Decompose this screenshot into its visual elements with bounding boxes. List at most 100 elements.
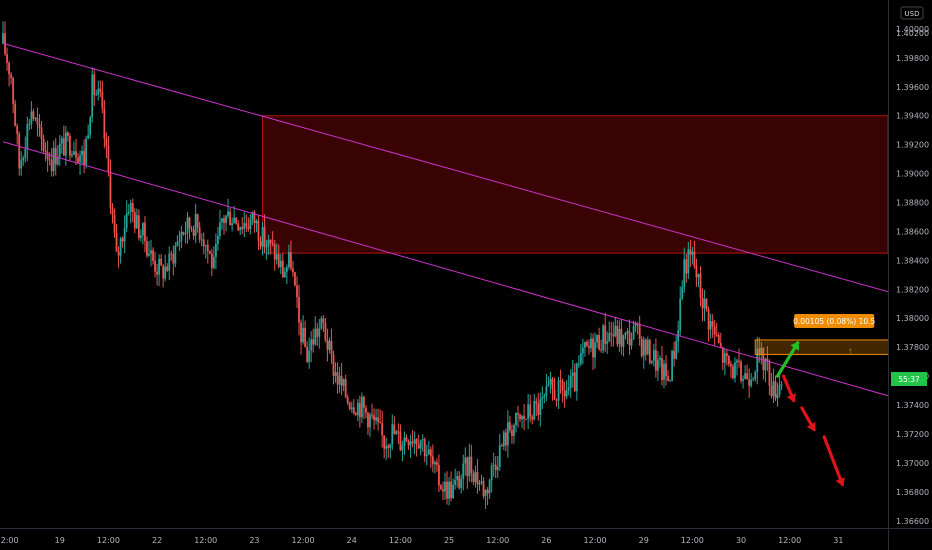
candle-body (73, 151, 75, 155)
candle-body (545, 386, 548, 396)
position-up-arrow: ↑ (848, 345, 853, 355)
currency-badge[interactable]: USD (905, 10, 920, 18)
candle-body (494, 464, 497, 470)
candle-body (350, 407, 353, 410)
candle-body (742, 378, 744, 381)
candle-body (69, 136, 71, 156)
time-tick-label: 26 (541, 536, 551, 545)
candle-body (756, 348, 759, 373)
candle-body (730, 364, 732, 367)
candle-body (210, 253, 213, 268)
candle-body (322, 318, 325, 323)
candle-body (762, 347, 765, 371)
candle-body (144, 222, 146, 242)
candle-body (87, 135, 90, 139)
candle-body (691, 251, 694, 255)
candle-body (744, 373, 746, 379)
candle-body (774, 381, 777, 399)
candle-body (559, 380, 562, 382)
candle-body (423, 439, 426, 457)
candle-body (732, 366, 734, 379)
candle-body (312, 339, 315, 345)
candle-body (206, 245, 209, 252)
candle-body (158, 258, 161, 275)
projection-arrow-4 (822, 435, 845, 487)
candle-body (38, 124, 41, 128)
candle-body (541, 397, 544, 400)
candle-body (340, 375, 343, 386)
position-label-bg (794, 313, 875, 328)
candle-body (89, 117, 92, 136)
candle-body (125, 213, 128, 228)
candle-body (713, 326, 716, 335)
candle-body (681, 287, 684, 299)
time-tick-label: 12:00 (292, 536, 315, 545)
projection-arrowhead-2 (786, 393, 797, 403)
candle-body (450, 481, 452, 499)
candle-body (32, 111, 35, 119)
candle-body (263, 226, 266, 248)
candle-body (588, 345, 590, 349)
candle-body (150, 250, 152, 254)
candle-body (119, 238, 122, 256)
candle-body (738, 360, 740, 362)
price-tick-label: 1.37200 (896, 430, 929, 439)
candle-body (482, 481, 485, 497)
candle-body (687, 249, 690, 274)
candle-body (563, 390, 566, 397)
candle-body (535, 401, 538, 404)
candle-body (214, 243, 217, 257)
candle-body (296, 285, 298, 298)
candle-body (146, 241, 148, 256)
candle-body (190, 228, 193, 230)
candle-body (142, 222, 144, 236)
candle-body (431, 456, 434, 465)
candle-body (160, 258, 163, 266)
candle-body (594, 342, 596, 358)
candle-body (10, 74, 13, 78)
candle-body (208, 251, 211, 254)
candle-body (569, 376, 572, 388)
candle-body (496, 466, 499, 470)
candle-body (504, 432, 507, 446)
candle-body (740, 361, 742, 381)
candle-body (265, 246, 268, 248)
candle-body (249, 219, 252, 230)
candle-body (83, 150, 86, 165)
candle-body (133, 212, 136, 229)
candle-body (156, 271, 158, 275)
position-box[interactable] (754, 339, 898, 355)
candle-body (695, 266, 698, 278)
candle-body (525, 419, 528, 421)
candle-body (758, 348, 761, 355)
time-tick-label: 12:00 (194, 536, 217, 545)
candle-body (95, 94, 98, 96)
candle-body (527, 404, 530, 420)
candle-body (135, 215, 138, 229)
candle-body (667, 376, 669, 381)
candle-body (379, 421, 382, 423)
candle-body (673, 350, 676, 359)
candle-body (219, 222, 221, 236)
candle-body (271, 242, 274, 245)
candle-body (604, 325, 607, 344)
candle-body (113, 214, 116, 233)
candle-body (332, 354, 335, 376)
candle-body (127, 212, 130, 214)
candle-body (393, 424, 396, 434)
candle-body (290, 252, 292, 269)
candle-body (367, 412, 369, 428)
candle-body (515, 412, 517, 426)
position-tool[interactable]: 0.00105 (0.08%) 10.5 ↑ (754, 313, 898, 355)
candle-body (324, 322, 327, 340)
candle-body (586, 341, 588, 346)
current-price-tag: 55:37 (898, 375, 920, 384)
candle-body (675, 341, 678, 359)
price-tick-label: 1.39400 (896, 112, 929, 121)
candle-body (338, 375, 341, 385)
candle-body (294, 272, 296, 286)
currency-badge-box[interactable] (900, 6, 924, 20)
candle-body (456, 476, 459, 481)
trend-channel (2, 42, 906, 402)
